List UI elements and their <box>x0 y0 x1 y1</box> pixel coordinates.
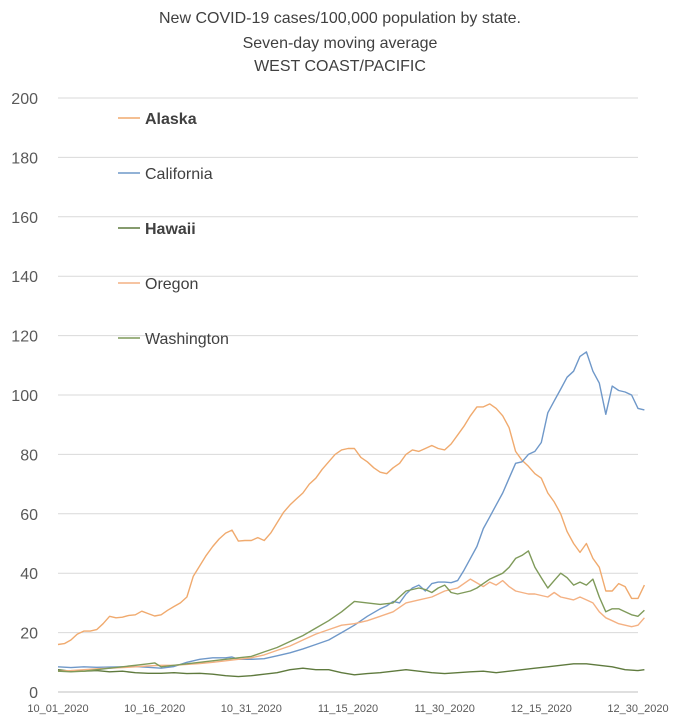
y-tick-label: 120 <box>11 329 38 346</box>
y-tick-label: 100 <box>11 388 38 405</box>
legend-label-oregon: Oregon <box>145 276 198 293</box>
y-tick-label: 0 <box>29 685 38 702</box>
chart-title-line-1: New COVID-19 cases/100,000 population by… <box>159 10 521 27</box>
y-tick-label: 40 <box>20 566 38 583</box>
y-tick-label: 160 <box>11 210 38 227</box>
x-axis: 10_01_2020 10_16_2020 10_31_2020 11_15_2020… <box>27 691 669 715</box>
legend: Alaska California Hawaii Oregon Washington <box>118 111 229 348</box>
legend-label-washington: Washington <box>145 331 229 348</box>
y-tick-label: 80 <box>20 447 38 464</box>
series-line-hawaii <box>57 663 645 678</box>
x-tick-label: 12_15_2020 <box>511 703 572 715</box>
chart-title-line-3: WEST COAST/PACIFIC <box>254 58 426 75</box>
series-line-oregon <box>57 578 645 672</box>
y-tick-label: 140 <box>11 269 38 286</box>
legend-label-hawaii: Hawaii <box>145 221 196 238</box>
series-lines <box>57 351 646 678</box>
x-tick-label: 10_01_2020 <box>27 703 88 715</box>
gridlines <box>58 97 638 634</box>
x-tick-label: 11_30_2020 <box>414 703 474 715</box>
y-tick-label: 180 <box>11 150 38 167</box>
y-tick-label: 200 <box>11 91 38 108</box>
x-tick-label: 10_16_2020 <box>124 703 185 715</box>
y-tick-label: 60 <box>20 507 38 524</box>
x-tick-label: 10_31_2020 <box>221 703 282 715</box>
series-line-california <box>57 351 645 669</box>
y-axis-labels: 0 20 40 60 80 100 120 140 160 180 200 <box>11 91 38 702</box>
y-tick-label: 20 <box>20 626 38 643</box>
x-tick-label: 12_30_2020 <box>607 703 668 715</box>
legend-label-california: California <box>145 166 213 183</box>
series-line-washington <box>57 550 645 673</box>
series-line-alaska <box>57 403 646 646</box>
chart-title-line-2: Seven-day moving average <box>242 35 438 52</box>
legend-label-alaska: Alaska <box>145 111 197 128</box>
x-tick-label: 11_15_2020 <box>318 703 378 715</box>
